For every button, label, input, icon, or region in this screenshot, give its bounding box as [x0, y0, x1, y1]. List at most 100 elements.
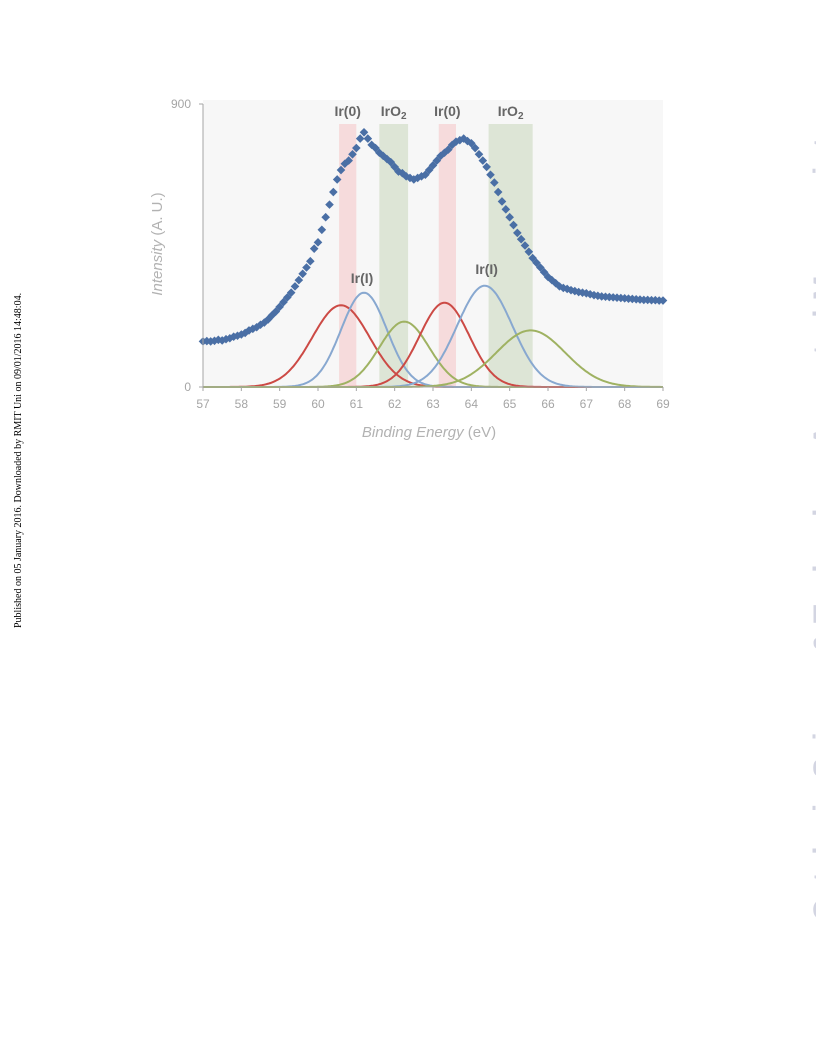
- data-point-72: [474, 150, 484, 159]
- data-point-24: [290, 282, 300, 291]
- data-point-59: [424, 165, 434, 175]
- data-point-36: [336, 165, 346, 175]
- data-point-4: [214, 335, 223, 345]
- peak-label-0: Ir(I): [351, 270, 374, 286]
- data-point-23: [286, 288, 296, 297]
- data-point-75: [486, 170, 495, 180]
- data-point-76: [490, 178, 499, 187]
- y-axis-label: Intensity (A. U.): [149, 192, 166, 295]
- data-point-64: [444, 145, 453, 154]
- x-tick-label-2: 59: [273, 397, 287, 411]
- band-0: [339, 124, 357, 387]
- plot-background: [203, 100, 663, 387]
- band-label-1: IrO2: [381, 103, 407, 122]
- data-point-84: [520, 241, 530, 250]
- data-point-52: [398, 168, 407, 178]
- data-point-28: [306, 256, 315, 266]
- data-point-47: [378, 151, 388, 161]
- data-point-83: [516, 234, 526, 244]
- data-point-96: [566, 285, 576, 295]
- data-point-120: [658, 296, 668, 305]
- band-label-main-3: IrO: [498, 103, 518, 119]
- x-tick-label-12: 69: [656, 397, 670, 411]
- x-axis-label-unit: (eV): [468, 424, 496, 441]
- data-point-38: [344, 156, 353, 165]
- data-point-69: [463, 136, 472, 146]
- x-tick-label-6: 63: [426, 397, 440, 411]
- data-point-8: [229, 332, 238, 341]
- data-point-34: [329, 187, 338, 197]
- data-point-13: [248, 324, 258, 334]
- x-tick-label-4: 61: [350, 397, 364, 411]
- data-point-70: [467, 139, 476, 148]
- band-label-main-2: Ir(0): [434, 103, 460, 119]
- x-tick-label-9: 66: [541, 397, 555, 411]
- band-label-main-0: Ir(0): [334, 103, 360, 119]
- data-point-93: [555, 282, 564, 291]
- y-axis-label-unit: (A. U.): [149, 192, 166, 235]
- x-tick-label-7: 64: [465, 397, 479, 411]
- data-point-7: [225, 333, 235, 343]
- data-point-10: [237, 330, 246, 339]
- x-axis-label: Binding Energy (eV): [362, 424, 496, 441]
- data-point-73: [478, 156, 488, 165]
- data-point-31: [317, 225, 327, 235]
- x-tick-label-5: 62: [388, 397, 402, 411]
- data-point-90: [543, 272, 553, 282]
- band-2: [438, 124, 456, 387]
- data-point-40: [352, 143, 361, 153]
- data-point-56: [413, 173, 422, 183]
- data-point-42: [359, 128, 369, 137]
- data-point-25: [294, 275, 304, 285]
- band-label-sub-3: 2: [518, 111, 524, 122]
- y-axis-label-main: Intensity: [149, 238, 166, 295]
- data-point-50: [390, 162, 399, 172]
- points-layer: [198, 128, 668, 346]
- y-tick-label-0: 0: [184, 380, 191, 394]
- data-point-33: [325, 200, 334, 209]
- data-point-78: [497, 197, 507, 206]
- x-tick-label-11: 68: [618, 397, 632, 411]
- data-point-18: [267, 311, 277, 320]
- data-point-85: [524, 247, 534, 257]
- data-point-68: [459, 134, 468, 143]
- peak-label-1: Ir(I): [475, 261, 498, 277]
- data-point-32: [321, 212, 330, 222]
- data-point-87: [532, 258, 541, 268]
- data-point-44: [367, 140, 376, 150]
- data-point-71: [470, 143, 480, 153]
- data-point-62: [436, 151, 445, 161]
- data-point-57: [417, 172, 426, 181]
- band-label-main-1: IrO: [381, 103, 401, 119]
- data-point-26: [298, 269, 307, 279]
- data-point-67: [455, 135, 465, 145]
- data-point-30: [313, 238, 323, 247]
- data-point-35: [332, 175, 342, 184]
- data-point-39: [348, 150, 357, 159]
- data-point-79: [501, 205, 511, 214]
- x-tick-label-3: 60: [311, 397, 325, 411]
- band-label-3: IrO2: [498, 103, 524, 122]
- data-point-54: [405, 173, 415, 183]
- data-point-53: [401, 172, 411, 181]
- data-point-41: [355, 134, 365, 143]
- data-point-3: [210, 336, 219, 346]
- data-point-17: [263, 315, 273, 324]
- x-axis-label-main: Binding Energy: [362, 424, 465, 441]
- data-point-99: [578, 288, 587, 297]
- x-tick-label-1: 58: [235, 397, 249, 411]
- x-tick-label-8: 65: [503, 397, 517, 411]
- data-point-65: [447, 140, 457, 150]
- data-point-74: [482, 162, 491, 172]
- data-point-45: [371, 143, 380, 153]
- data-point-77: [493, 187, 503, 197]
- band-3: [488, 124, 533, 387]
- ticks-layer: 57 58 59 60 61 62 63 64 65 66 67 68 69 0 900: [171, 97, 670, 411]
- data-point-43: [363, 134, 373, 143]
- data-point-49: [386, 157, 396, 167]
- data-point-60: [428, 161, 438, 170]
- band-label-sub-1: 2: [401, 111, 407, 122]
- band-label-0: Ir(0): [334, 103, 360, 119]
